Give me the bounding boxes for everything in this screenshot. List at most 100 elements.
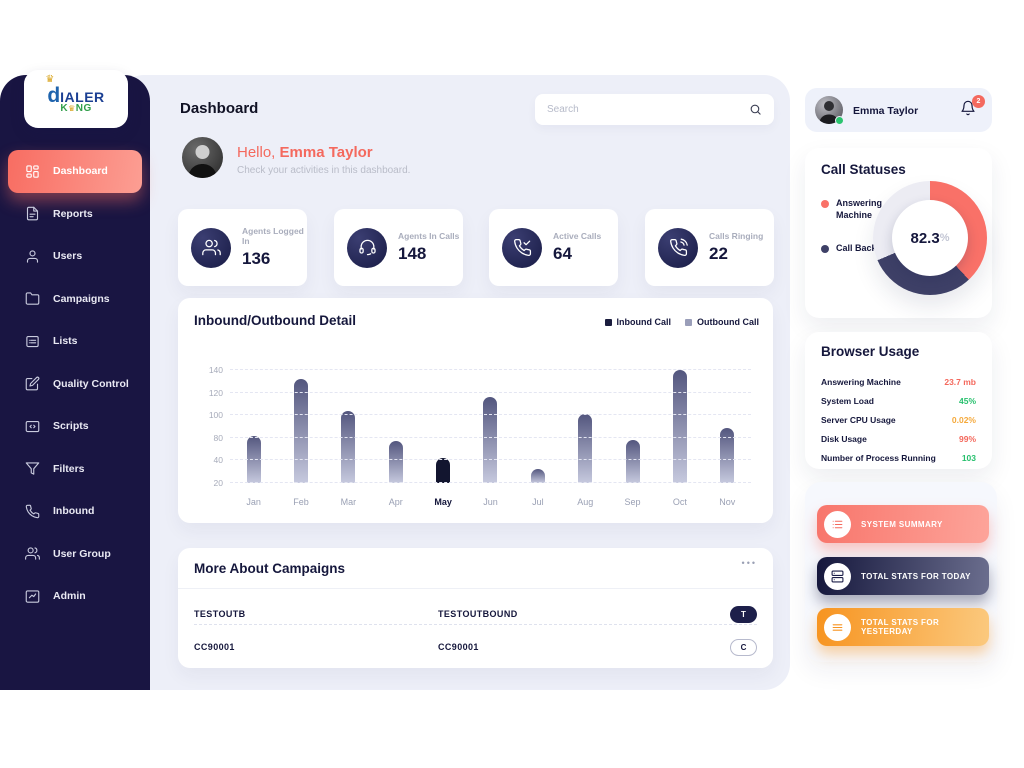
edit-icon bbox=[25, 376, 40, 391]
sidebar-item-user-group[interactable]: User Group bbox=[0, 533, 150, 576]
y-tick-label: 120 bbox=[208, 387, 223, 398]
sidebar-item-filters[interactable]: Filters bbox=[0, 448, 150, 491]
call-statuses-title: Call Statuses bbox=[821, 162, 906, 177]
sidebar-item-label: User Group bbox=[53, 547, 111, 560]
x-tick-label: Oct bbox=[672, 497, 687, 507]
dashed-divider bbox=[194, 624, 757, 625]
usage-value: 0.02% bbox=[951, 414, 976, 425]
campaign-row[interactable]: CC90001 CC90001 C bbox=[194, 636, 757, 658]
stat-card-agents-in-calls: Agents In Calls 148 bbox=[334, 209, 463, 286]
campaign-row[interactable]: TESTOUTB TESTOUTBOUND T bbox=[194, 603, 757, 625]
sidebar-item-lists[interactable]: Lists bbox=[0, 320, 150, 363]
filter-icon bbox=[25, 462, 40, 475]
percent-sign: % bbox=[939, 232, 950, 244]
logo-d: d bbox=[47, 83, 61, 107]
campaigns-title: More About Campaigns bbox=[194, 561, 346, 576]
x-tick-label: May bbox=[434, 497, 452, 507]
usage-label: System Load bbox=[821, 395, 874, 406]
campaign-badge[interactable]: T bbox=[730, 605, 757, 623]
x-tick-label: Apr bbox=[388, 497, 403, 507]
user-name: Emma Taylor bbox=[853, 105, 919, 117]
app-logo: ♛ dIALER K♛NG bbox=[24, 70, 128, 128]
sidebar-item-label: Reports bbox=[53, 207, 93, 220]
chart-legend: Inbound Call Outbound Call bbox=[604, 317, 759, 327]
chart-bar-apr bbox=[388, 440, 403, 483]
legend-dot bbox=[821, 200, 829, 208]
online-status-dot bbox=[835, 116, 844, 125]
chart-bar-jan bbox=[246, 435, 261, 483]
usage-row: Answering Machine 23.7 mb bbox=[821, 372, 976, 391]
stat-label: Calls Ringing bbox=[709, 231, 764, 241]
greeting-text: Hello, Emma Taylor bbox=[237, 144, 373, 161]
report-icon bbox=[26, 206, 39, 221]
chart-bar-jun bbox=[483, 397, 498, 483]
phone-icon bbox=[25, 504, 40, 519]
sidebar-item-users[interactable]: Users bbox=[0, 235, 150, 278]
legend-label: Call Back bbox=[836, 243, 877, 253]
logo-k: K bbox=[60, 102, 69, 114]
user-chip[interactable]: Emma Taylor 2 bbox=[805, 88, 992, 132]
usage-label: Answering Machine bbox=[821, 376, 901, 387]
x-tick-label: Jan bbox=[246, 497, 261, 507]
chart-bar-sep bbox=[625, 440, 640, 483]
campaign-badge[interactable]: C bbox=[730, 638, 757, 656]
usage-label: Server CPU Usage bbox=[821, 414, 896, 425]
logo-text: IALER bbox=[60, 88, 105, 105]
list-icon bbox=[26, 335, 39, 347]
x-tick-label: Aug bbox=[577, 497, 594, 507]
campaign-detail: CC90001 bbox=[438, 642, 479, 652]
legend-outbound-call: Outbound Call bbox=[685, 317, 759, 327]
agents-group-icon bbox=[191, 227, 231, 268]
sidebar-item-inbound[interactable]: Inbound bbox=[0, 490, 150, 533]
divider bbox=[178, 588, 773, 589]
total-stats-yesterday-button[interactable]: TOTAL STATS FOR YESTERDAY bbox=[817, 608, 989, 646]
sidebar-item-label: Filters bbox=[53, 462, 85, 475]
donut-percentage: 82.3 bbox=[910, 229, 940, 247]
notification-bell-icon[interactable]: 2 bbox=[960, 95, 985, 120]
stat-label: Agents Logged In bbox=[242, 226, 304, 246]
users-group-icon bbox=[25, 547, 40, 560]
search-input[interactable] bbox=[547, 104, 749, 115]
search-bar[interactable] bbox=[535, 94, 774, 125]
notification-badge: 2 bbox=[972, 95, 985, 108]
sidebar-item-reports[interactable]: Reports bbox=[0, 193, 150, 236]
code-window-icon bbox=[25, 420, 40, 432]
sidebar-item-campaigns[interactable]: Campaigns bbox=[0, 278, 150, 321]
dashboard-icon bbox=[26, 165, 39, 178]
more-options-icon[interactable]: ••• bbox=[741, 558, 757, 568]
usage-value: 99% bbox=[958, 434, 976, 445]
total-stats-today-button[interactable]: TOTAL STATS FOR TODAY bbox=[817, 557, 989, 595]
usage-row: Server CPU Usage 0.02% bbox=[821, 410, 976, 429]
call-statuses-card: Call Statuses Answering Machine Call Bac… bbox=[805, 148, 992, 318]
y-tick-label: 100 bbox=[208, 410, 223, 421]
chart-gridline: 120 bbox=[209, 388, 751, 398]
chart-gridline: 140 bbox=[209, 365, 751, 375]
legend-label: Outbound Call bbox=[697, 317, 759, 327]
campaigns-card: More About Campaigns ••• TESTOUTB TESTOU… bbox=[178, 548, 773, 668]
usage-row: Number of Process Running 103 bbox=[821, 449, 976, 468]
stat-value: 148 bbox=[398, 244, 427, 263]
chart-gridline: 40 bbox=[214, 455, 751, 465]
search-icon[interactable] bbox=[749, 103, 762, 116]
system-summary-button[interactable]: SYSTEM SUMMARY bbox=[817, 505, 989, 543]
sidebar-item-quality-control[interactable]: Quality Control bbox=[0, 363, 150, 406]
sidebar-item-dashboard[interactable]: Dashboard bbox=[8, 150, 142, 193]
usage-value: 103 bbox=[961, 453, 976, 464]
y-tick-label: 80 bbox=[213, 432, 223, 443]
campaign-name: TESTOUTB bbox=[194, 609, 246, 619]
sidebar-item-scripts[interactable]: Scripts bbox=[0, 405, 150, 448]
legend-dot bbox=[821, 245, 829, 253]
stat-value: 136 bbox=[242, 249, 271, 268]
browser-usage-title: Browser Usage bbox=[821, 344, 920, 359]
legend-swatch-outbound bbox=[685, 318, 692, 326]
sidebar-item-admin[interactable]: Admin bbox=[0, 575, 150, 618]
x-tick-label: Feb bbox=[293, 497, 309, 507]
legend-answering-machine: Answering Machine bbox=[821, 198, 894, 221]
x-tick-label: Mar bbox=[340, 497, 357, 507]
usage-row: System Load 45% bbox=[821, 391, 976, 410]
sidebar-nav: Dashboard Reports Users Campaigns Lists … bbox=[0, 150, 150, 618]
logo-k-crown-icon: ♛ bbox=[68, 103, 76, 113]
chart-bar-oct bbox=[672, 370, 687, 483]
legend-call-back: Call Back bbox=[821, 243, 894, 255]
admin-chart-icon bbox=[25, 590, 40, 603]
